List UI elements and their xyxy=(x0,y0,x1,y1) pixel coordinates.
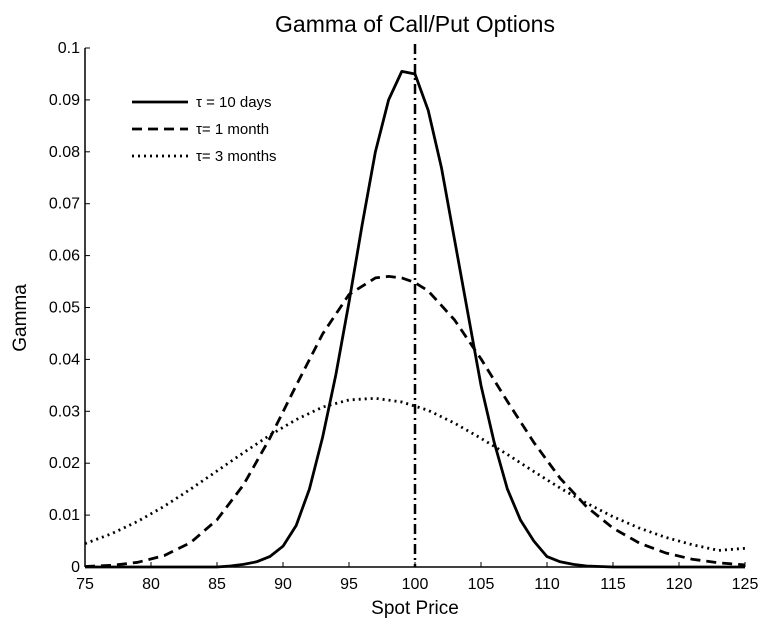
y-tick-label: 0.06 xyxy=(49,248,80,265)
x-tick-label: 125 xyxy=(732,576,759,593)
y-tick-label: 0.05 xyxy=(49,300,80,317)
x-tick-label: 115 xyxy=(600,576,626,593)
x-tick-label: 110 xyxy=(534,576,560,593)
series-line-1 xyxy=(85,70,745,569)
y-tick-label: 0.03 xyxy=(49,403,80,420)
y-tick-label: 0.09 xyxy=(49,92,80,109)
y-tick-label: 0 xyxy=(71,559,80,576)
x-tick-label: 90 xyxy=(274,576,292,593)
y-tick-label: 0.1 xyxy=(58,40,80,57)
y-axis-label: Gamma xyxy=(10,284,31,352)
x-tick-label: 105 xyxy=(468,576,495,593)
x-tick-label: 120 xyxy=(666,576,693,593)
x-tick-label: 95 xyxy=(340,576,358,593)
series-lines xyxy=(84,70,746,569)
series-line-2 xyxy=(84,274,746,568)
legend-label: τ= 1 month xyxy=(196,121,269,138)
y-tick-label: 0.08 xyxy=(49,144,80,161)
y-axis-ticks: 0 0.01 0.02 0.03 0.04 0.05 0.06 0.07 0.08 0.09 0.1 xyxy=(49,40,90,576)
x-tick-label: 100 xyxy=(402,576,429,593)
y-tick-label: 0.02 xyxy=(49,455,80,472)
legend: τ = 10 days τ= 1 month τ= 3 months xyxy=(132,94,277,165)
y-tick-label: 0.04 xyxy=(49,351,80,368)
chart-title: Gamma of Call/Put Options xyxy=(275,11,555,37)
legend-label: τ = 10 days xyxy=(196,94,272,111)
y-tick-label: 0.01 xyxy=(49,507,80,524)
x-tick-label: 85 xyxy=(208,576,226,593)
x-tick-label: 80 xyxy=(142,576,160,593)
legend-label: τ= 3 months xyxy=(196,148,277,165)
y-tick-label: 0.07 xyxy=(49,196,80,213)
x-axis-ticks: 75 80 85 90 95 100 105 110 115 120 125 xyxy=(76,562,758,593)
x-axis-label: Spot Price xyxy=(371,598,459,619)
x-tick-label: 75 xyxy=(76,576,94,593)
